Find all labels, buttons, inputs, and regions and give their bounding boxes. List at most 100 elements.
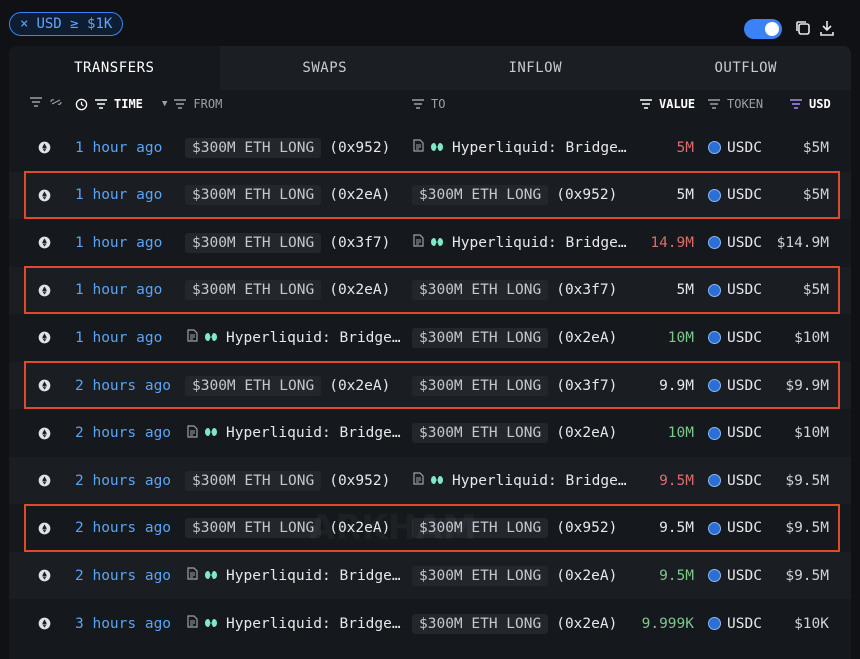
tab-outflow[interactable]: OUTFLOW [640, 46, 851, 90]
token-cell[interactable]: USDC [708, 314, 762, 361]
entity-name: $300M ETH LONG [185, 185, 322, 206]
time-link[interactable]: 2 hours ago [75, 472, 172, 489]
entity-link[interactable]: Hyperliquid: Bridge… [187, 615, 401, 632]
tab-inflow[interactable]: INFLOW [430, 46, 641, 90]
token-cell[interactable]: USDC [708, 124, 762, 171]
ethereum-icon [38, 267, 51, 314]
entity-name: Hyperliquid: Bridge… [452, 234, 627, 251]
tab-bar: TRANSFERS SWAPS INFLOW OUTFLOW [9, 46, 851, 90]
header-time[interactable]: TIME [75, 97, 143, 111]
tab-transfers[interactable]: TRANSFERS [9, 46, 220, 90]
time-link[interactable]: 1 hour ago [75, 234, 163, 251]
table-row[interactable]: 2 hours ago $300M ETH LONG (0x2eA) $300M ET… [9, 362, 851, 409]
entity-address: (0x3f7) [329, 234, 391, 251]
value-cell: 5M [676, 282, 694, 299]
tab-swaps[interactable]: SWAPS [219, 46, 430, 90]
download-icon[interactable] [817, 18, 837, 38]
sort-desc-icon: ▼ [162, 99, 168, 109]
token-cell[interactable]: USDC [708, 457, 762, 504]
filter-icon[interactable] [639, 99, 653, 109]
table-row[interactable]: 1 hour ago $300M ETH LONG (0x3f7) Hyperliqu… [9, 219, 851, 266]
value-cell: 10M [667, 425, 694, 442]
time-link[interactable]: 1 hour ago [75, 282, 163, 299]
time-link[interactable]: 1 hour ago [75, 187, 163, 204]
time-link[interactable]: 1 hour ago [75, 329, 163, 346]
entity-link[interactable]: $300M ETH LONG (0x952) [412, 518, 617, 539]
entity-link[interactable]: $300M ETH LONG (0x3f7) [185, 232, 391, 253]
token-cell[interactable]: USDC [708, 362, 762, 409]
token-symbol: USDC [727, 425, 762, 442]
entity-link[interactable]: $300M ETH LONG (0x2eA) [185, 185, 390, 206]
token-symbol: USDC [727, 377, 762, 394]
hyperliquid-icon [204, 425, 218, 441]
entity-link[interactable]: Hyperliquid: Bridge… [187, 567, 401, 584]
table-row[interactable]: 1 hour ago Hyperliquid: Bridge… $300M ETH … [9, 314, 851, 361]
header-value[interactable]: VALUE [639, 97, 695, 111]
ethereum-icon [38, 219, 51, 266]
column-header: TIME ▼ FROM TO VALUE TOKEN USD [9, 92, 851, 118]
filter-icon[interactable] [789, 99, 803, 109]
contract-doc-icon [187, 329, 198, 346]
entity-name: $300M ETH LONG [185, 518, 322, 539]
entity-link[interactable]: $300M ETH LONG (0x2eA) [185, 518, 390, 539]
time-link[interactable]: 2 hours ago [75, 425, 172, 442]
entity-link[interactable]: Hyperliquid: Bridge… [413, 139, 627, 156]
time-link[interactable]: 2 hours ago [75, 520, 172, 537]
header-to[interactable]: TO [411, 97, 445, 111]
table-row[interactable]: 2 hours ago $300M ETH LONG (0x2eA) $300M ET… [9, 505, 851, 552]
table-row[interactable]: 3 hours ago Hyperliquid: Bridge… $300M ETH… [9, 600, 851, 647]
time-link[interactable]: 3 hours ago [75, 615, 172, 632]
usdc-icon [708, 569, 721, 583]
filter-icon[interactable] [94, 99, 108, 109]
entity-address: (0x2eA) [329, 377, 391, 394]
header-from[interactable]: ▼ FROM [162, 97, 222, 111]
entity-link[interactable]: $300M ETH LONG (0x2eA) [412, 327, 617, 348]
usd-filter-chip[interactable]: × USD ≥ $1K [9, 12, 124, 36]
entity-link[interactable]: $300M ETH LONG (0x3f7) [412, 280, 617, 301]
entity-link[interactable]: $300M ETH LONG (0x2eA) [185, 375, 391, 396]
ethereum-icon [38, 457, 51, 504]
filter-icon[interactable] [173, 99, 187, 109]
usdc-icon [708, 236, 721, 250]
header-options[interactable] [29, 97, 63, 107]
entity-link[interactable]: $300M ETH LONG (0x952) [412, 185, 617, 206]
entity-link[interactable]: Hyperliquid: Bridge… [413, 234, 627, 251]
token-cell[interactable]: USDC [708, 219, 762, 266]
view-toggle[interactable] [744, 19, 782, 39]
table-row[interactable]: 1 hour ago $300M ETH LONG (0x2eA) $300M ETH… [9, 171, 851, 219]
token-cell[interactable]: USDC [708, 267, 762, 314]
entity-link[interactable]: $300M ETH LONG (0x2eA) [412, 423, 617, 444]
filter-icon[interactable] [29, 97, 43, 107]
time-link[interactable]: 2 hours ago [75, 567, 172, 584]
filter-icon[interactable] [707, 99, 721, 109]
entity-link[interactable]: $300M ETH LONG (0x2eA) [412, 613, 617, 634]
token-cell[interactable]: USDC [708, 172, 762, 219]
table-row[interactable]: 2 hours ago Hyperliquid: Bridge… $300M ETH… [9, 410, 851, 457]
ethereum-icon [38, 172, 51, 219]
filter-icon[interactable] [411, 99, 425, 109]
token-cell[interactable]: USDC [708, 410, 762, 457]
entity-link[interactable]: $300M ETH LONG (0x952) [185, 470, 390, 491]
header-token[interactable]: TOKEN [707, 97, 763, 111]
time-link[interactable]: 1 hour ago [75, 139, 163, 156]
token-cell[interactable]: USDC [708, 552, 762, 599]
entity-link[interactable]: Hyperliquid: Bridge… [187, 329, 401, 346]
table-row[interactable]: 1 hour ago $300M ETH LONG (0x952) Hyperliqu… [9, 124, 851, 171]
table-row[interactable]: 2 hours ago Hyperliquid: Bridge… $300M ETH… [9, 552, 851, 600]
entity-link[interactable]: $300M ETH LONG (0x3f7) [412, 375, 617, 396]
close-icon[interactable]: × [20, 16, 29, 32]
table-row[interactable]: 2 hours ago $300M ETH LONG (0x952) Hyperliq… [9, 457, 851, 505]
copy-icon[interactable] [793, 18, 813, 38]
entity-link[interactable]: Hyperliquid: Bridge… [413, 472, 627, 489]
table-row[interactable]: 1 hour ago $300M ETH LONG (0x2eA) $300M ETH… [9, 266, 851, 314]
entity-link[interactable]: Hyperliquid: Bridge… [187, 424, 401, 442]
header-usd[interactable]: USD [789, 97, 831, 111]
to-cell: $300M ETH LONG (0x2eA) [412, 410, 617, 457]
contract-doc-icon [187, 424, 198, 442]
entity-link[interactable]: $300M ETH LONG (0x2eA) [412, 565, 617, 586]
entity-link[interactable]: $300M ETH LONG (0x2eA) [185, 280, 390, 301]
token-cell[interactable]: USDC [708, 600, 762, 647]
token-cell[interactable]: USDC [708, 505, 762, 552]
time-link[interactable]: 2 hours ago [75, 377, 172, 394]
entity-link[interactable]: $300M ETH LONG (0x952) [185, 137, 390, 158]
